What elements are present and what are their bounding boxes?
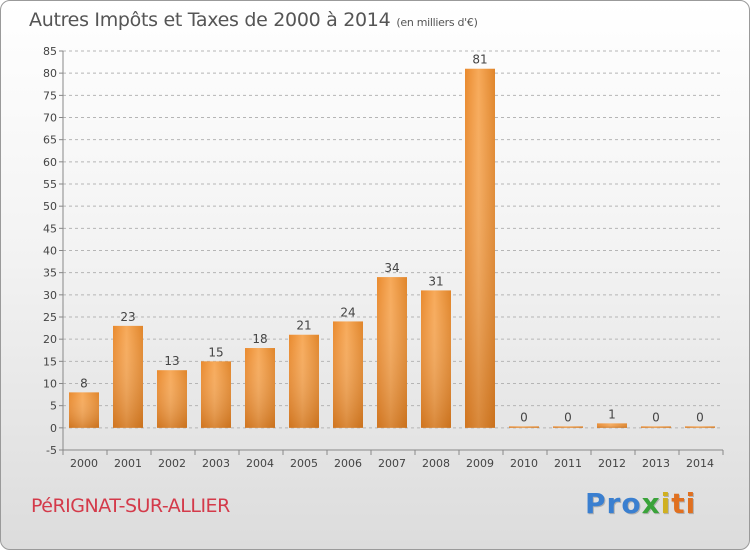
y-tick-label: 85 <box>43 45 57 58</box>
logo-letter: P <box>585 487 607 520</box>
bar-shade <box>113 325 143 428</box>
bar-value-label: 34 <box>384 261 399 275</box>
y-tick-label: -5 <box>46 444 57 457</box>
y-tick-label: 20 <box>43 333 57 346</box>
y-tick-label: 75 <box>43 89 57 102</box>
x-tick-label: 2002 <box>158 457 186 470</box>
proxiti-logo[interactable]: Proxiti <box>585 487 696 520</box>
bar-shade <box>685 426 715 428</box>
bar-shade <box>597 423 627 428</box>
bar-value-label: 31 <box>428 274 443 288</box>
x-tick-label: 2004 <box>246 457 274 470</box>
town-name: PéRIGNAT-SUR-ALLIER <box>31 495 230 517</box>
x-tick-label: 2014 <box>686 457 714 470</box>
bar-shade <box>377 277 407 428</box>
y-tick-label: 5 <box>50 400 57 413</box>
x-tick-label: 2001 <box>114 457 142 470</box>
x-tick-label: 2003 <box>202 457 230 470</box>
bar-layer <box>69 68 715 428</box>
y-tick-label: 50 <box>43 200 57 213</box>
bar-shade <box>157 370 187 428</box>
y-tick-label: 30 <box>43 289 57 302</box>
chart-unit: (en milliers d'€) <box>396 16 478 29</box>
x-tick-label: 2011 <box>554 457 582 470</box>
bar-shade <box>289 334 319 428</box>
bar-value-label: 1 <box>608 407 616 421</box>
y-tick-label: 15 <box>43 355 57 368</box>
x-tick-label: 2012 <box>598 457 626 470</box>
bar-value-label: 0 <box>696 410 704 424</box>
x-tick-label: 2000 <box>70 457 98 470</box>
y-tick-label: 55 <box>43 178 57 191</box>
logo-letter: x <box>641 487 661 520</box>
bar-shade <box>553 426 583 428</box>
bar-value-label: 15 <box>208 345 223 359</box>
bar-value-label: 81 <box>472 53 487 67</box>
bar-value-label: 0 <box>652 410 660 424</box>
bar-value-label: 18 <box>252 332 267 346</box>
logo-letter: t <box>671 487 686 520</box>
x-tick-label: 2009 <box>466 457 494 470</box>
logo-letter: o <box>621 487 642 520</box>
bar-value-label: 0 <box>520 410 528 424</box>
y-tick-label: 0 <box>50 422 57 435</box>
logo-letter: r <box>606 487 622 520</box>
bar-shade <box>245 348 275 428</box>
y-tick-label: 70 <box>43 112 57 125</box>
axis-layer <box>59 50 724 455</box>
label-layer: -505101520253035404550556065707580858200… <box>43 45 714 470</box>
chart-title: Autres Impôts et Taxes de 2000 à 2014 (en… <box>29 9 478 31</box>
bar-shade <box>69 392 99 428</box>
y-tick-label: 25 <box>43 311 57 324</box>
y-tick-label: 35 <box>43 267 57 280</box>
chart-title-text: Autres Impôts et Taxes de 2000 à 2014 <box>29 9 391 31</box>
y-tick-label: 65 <box>43 134 57 147</box>
x-tick-label: 2007 <box>378 457 406 470</box>
bar-shade <box>465 68 495 428</box>
bar-value-label: 21 <box>296 319 311 333</box>
bar-shade <box>421 290 451 428</box>
bar-value-label: 23 <box>120 310 135 324</box>
bar-shade <box>641 426 671 428</box>
x-tick-label: 2010 <box>510 457 538 470</box>
x-tick-label: 2013 <box>642 457 670 470</box>
logo-letter: i <box>685 487 697 520</box>
bar-value-label: 13 <box>164 354 179 368</box>
y-tick-label: 80 <box>43 67 57 80</box>
bar-shade <box>333 321 363 428</box>
bar-value-label: 8 <box>80 376 88 390</box>
logo-letter: i <box>660 487 672 520</box>
x-tick-label: 2008 <box>422 457 450 470</box>
y-tick-label: 45 <box>43 222 57 235</box>
y-tick-label: 10 <box>43 378 57 391</box>
x-tick-label: 2005 <box>290 457 318 470</box>
bar-shade <box>509 426 539 428</box>
y-tick-label: 40 <box>43 245 57 258</box>
bar-value-label: 24 <box>340 305 355 319</box>
bar-shade <box>201 361 231 428</box>
x-tick-label: 2006 <box>334 457 362 470</box>
y-tick-label: 60 <box>43 156 57 169</box>
bar-value-label: 0 <box>564 410 572 424</box>
